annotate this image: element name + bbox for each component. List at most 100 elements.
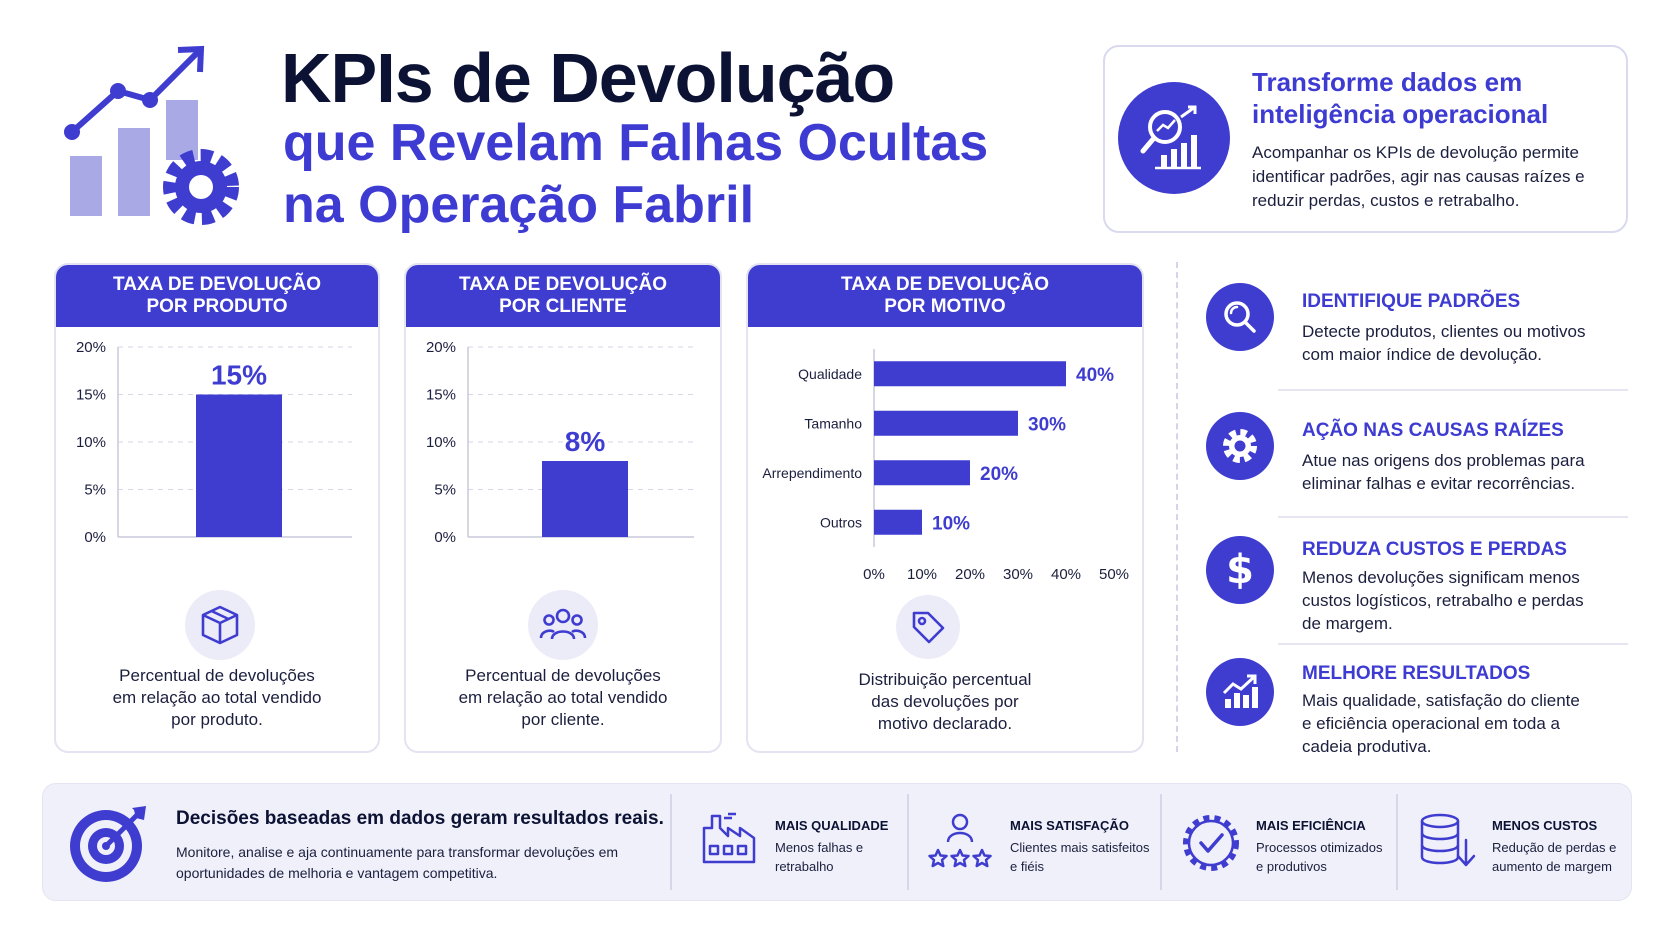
- x-tick-label: 10%: [907, 566, 937, 583]
- benefit-text: Menos devoluções significam menos custos…: [1302, 566, 1612, 635]
- benefit-separator: [1278, 516, 1628, 518]
- benefit-title: IDENTIFIQUE PADRÕES: [1302, 291, 1521, 312]
- kpi-card-product: TAXA DE DEVOLUÇÃO POR PRODUTO 0% 5% 10% 15% 2…: [54, 263, 380, 753]
- gear-icon: [1206, 412, 1274, 480]
- subtitle-line-1: que Revelam Falhas Ocultas: [283, 114, 989, 172]
- box-icon: [185, 590, 255, 660]
- footer-text: Monitore, analise e aja continuamente pa…: [176, 842, 636, 884]
- footer-item-title: MAIS QUALIDADE: [775, 818, 889, 833]
- card-description-line-3: motivo declarado.: [877, 714, 1013, 733]
- footer-item-text: Clientes mais satisfeitos e fiéis: [1010, 838, 1149, 876]
- tag-icon: [896, 595, 960, 659]
- benefit-text-line: custos logísticos, retrabalho e perdas: [1302, 591, 1584, 610]
- bar: [874, 410, 1018, 436]
- card-description: Percentual de devoluções em relação ao t…: [406, 665, 720, 731]
- benefit-title: REDUZA CUSTOS E PERDAS: [1302, 539, 1567, 560]
- intro-title-line-2: inteligência operacional: [1252, 99, 1549, 129]
- bar-value-label: 15%: [211, 360, 267, 391]
- rating-icon: [928, 813, 992, 868]
- benefit-text-line: Detecte produtos, clientes ou motivos: [1302, 322, 1586, 341]
- footer-item-text-line: aumento de margem: [1492, 859, 1612, 874]
- footer-panel: [42, 783, 1632, 901]
- footer-item-title: MAIS SATISFAÇÃO: [1010, 818, 1129, 833]
- benefit-title: MELHORE RESULTADOS: [1302, 663, 1531, 684]
- footer-item-title: MAIS EFICIÊNCIA: [1256, 818, 1366, 833]
- benefit-separator: [1278, 389, 1628, 391]
- bar-value-label: 40%: [1076, 365, 1114, 386]
- reason-return-chart: 0% 10% 20% 30% 40% 50% Qualidade 40% Tamanho 30% A…: [762, 349, 1129, 583]
- intro-text: Acompanhar os KPIs de devolução permite …: [1252, 143, 1585, 210]
- card-description-line-1: Percentual de devoluções: [465, 666, 661, 685]
- benefit-text-line: Menos devoluções significam menos: [1302, 568, 1580, 587]
- footer-separator: [1396, 794, 1398, 890]
- footer-item-text-line: Menos falhas e: [775, 840, 864, 855]
- y-tick-label: 5%: [84, 482, 106, 499]
- category-label: Arrependimento: [762, 465, 862, 481]
- card-header-line-1: TAXA DE DEVOLUÇÃO: [459, 274, 667, 295]
- y-tick-label: 0%: [434, 529, 456, 546]
- x-tick-label: 30%: [1003, 566, 1033, 583]
- subtitle-line-2: na Operação Fabril: [283, 176, 755, 234]
- benefit-text-line: com maior índice de devolução.: [1302, 345, 1543, 364]
- page-title: KPIs de Devolução: [281, 39, 895, 117]
- y-tick-label: 20%: [76, 339, 106, 356]
- product-return-chart: 0% 5% 10% 15% 20% 15%: [76, 339, 352, 546]
- bar-value-label: 8%: [565, 426, 606, 457]
- intro-title-line-1: Transforme dados em: [1252, 67, 1523, 97]
- footer-separator: [670, 794, 672, 890]
- search-icon: [1206, 283, 1274, 351]
- benefit-text-line: e eficiência operacional em toda a: [1302, 714, 1560, 733]
- card-header: TAXA DE DEVOLUÇÃO POR PRODUTO: [56, 265, 378, 327]
- benefit-text-line: de margem.: [1302, 614, 1393, 633]
- bar-value-label: 20%: [980, 464, 1018, 485]
- card-header: TAXA DE DEVOLUÇÃO POR CLIENTE: [406, 265, 720, 327]
- card-description-line-3: por cliente.: [521, 710, 605, 729]
- y-tick-label: 15%: [426, 387, 456, 404]
- bar: [874, 509, 922, 535]
- benefit-text-line: cadeia produtiva.: [1302, 737, 1432, 756]
- card-description-line-1: Percentual de devoluções: [119, 666, 315, 685]
- bar: [196, 394, 282, 537]
- analytics-search-icon: [1118, 82, 1230, 194]
- growth-chart-icon: [1206, 658, 1274, 726]
- benefits-divider: [1176, 262, 1178, 752]
- benefit-text: Mais qualidade, satisfação do cliente e …: [1302, 689, 1612, 758]
- x-tick-label: 40%: [1051, 566, 1081, 583]
- footer-text-line-1: Monitore, analise e aja continuamente pa…: [176, 844, 619, 860]
- card-description-line-3: por produto.: [171, 710, 263, 729]
- card-header-line-1: TAXA DE DEVOLUÇÃO: [113, 274, 321, 295]
- users-icon: [528, 590, 598, 660]
- y-tick-label: 20%: [426, 339, 456, 356]
- category-label: Qualidade: [798, 366, 862, 382]
- card-description-line-2: das devoluções por: [871, 692, 1019, 711]
- dollar-icon: $: [1206, 536, 1274, 604]
- footer-item-text-line: Redução de perdas e: [1492, 840, 1617, 855]
- benefit-text-line: Mais qualidade, satisfação do cliente: [1302, 691, 1580, 710]
- target-icon: [70, 806, 146, 882]
- footer-item-text-line: e produtivos: [1256, 859, 1327, 874]
- footer-separator: [907, 794, 909, 890]
- intro-title: Transforme dados em inteligência operaci…: [1252, 66, 1612, 130]
- footer-item-text-line: Clientes mais satisfeitos: [1010, 840, 1150, 855]
- x-tick-label: 20%: [955, 566, 985, 583]
- card-header-line-1: TAXA DE DEVOLUÇÃO: [841, 274, 1049, 295]
- factory-icon: [702, 812, 756, 864]
- bar: [542, 461, 628, 537]
- y-tick-label: 10%: [426, 434, 456, 451]
- y-tick-label: 0%: [84, 529, 106, 546]
- bar: [874, 460, 970, 486]
- benefit-text: Detecte produtos, clientes ou motivos co…: [1302, 320, 1612, 366]
- category-label: Outros: [820, 514, 862, 530]
- badge-check-icon: [1183, 815, 1239, 871]
- footer-item-text: Processos otimizados e produtivos: [1256, 838, 1382, 876]
- y-tick-label: 10%: [76, 434, 106, 451]
- card-header-line-2: POR PRODUTO: [146, 296, 288, 317]
- footer-item-text-line: Processos otimizados: [1256, 840, 1383, 855]
- footer-item-title: MENOS CUSTOS: [1492, 818, 1598, 833]
- x-tick-label: 0%: [863, 566, 885, 583]
- card-description: Percentual de devoluções em relação ao t…: [56, 665, 378, 731]
- card-description: Distribuição percentual das devoluções p…: [748, 669, 1142, 735]
- client-return-chart: 0% 5% 10% 15% 20% 8%: [426, 339, 694, 546]
- benefit-text-line: Atue nas origens dos problemas para: [1302, 451, 1585, 470]
- benefit-title: AÇÃO NAS CAUSAS RAÍZES: [1302, 420, 1564, 441]
